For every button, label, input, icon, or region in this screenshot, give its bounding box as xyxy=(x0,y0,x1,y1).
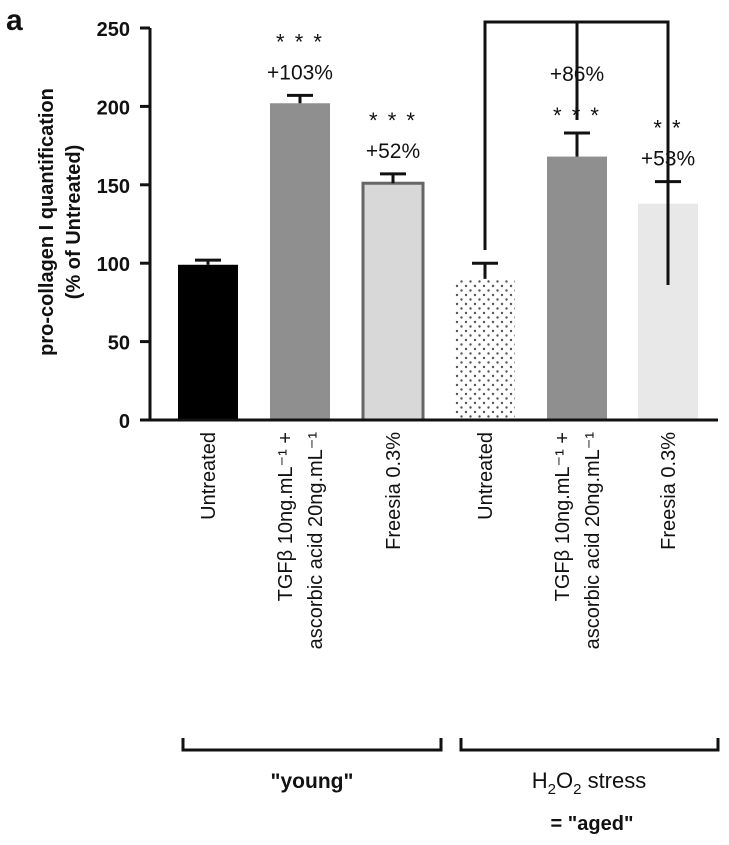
y-tick-label: 50 xyxy=(108,333,130,355)
group-label-young: "young" xyxy=(271,770,354,793)
x-tick-label-line: Freesia 0.3% xyxy=(658,432,680,550)
error-bar-1 xyxy=(195,258,221,265)
x-tick-label-4: Untreated xyxy=(475,432,497,520)
group-label-h2o2-stress: H2O2 stress xyxy=(532,768,647,798)
x-tick-label-line: ascorbic acid 20ng.mL⁻¹ xyxy=(582,432,604,650)
error-bar-3 xyxy=(380,172,406,184)
bar-3 xyxy=(361,181,425,422)
x-tick-label-line: Untreated xyxy=(475,432,497,520)
bar-annotations: * * *+103%* * *+52%+86%* * ** *+53% xyxy=(267,29,695,170)
y-tick-label: 250 xyxy=(97,19,130,41)
x-tick-label-3: Freesia 0.3% xyxy=(383,432,405,550)
panel-label: a xyxy=(6,4,23,37)
x-tick-label-line: ascorbic acid 20ng.mL⁻¹ xyxy=(305,432,327,650)
y-tick-label: 200 xyxy=(97,97,130,119)
x-axis-tick-labels: Untreated TGFβ 10ng.mL⁻¹ + ascorbic acid 2… xyxy=(198,432,680,650)
group-label-aged: = "aged" xyxy=(551,813,634,835)
percent-change-label: +52% xyxy=(366,140,420,163)
x-tick-label-6: Freesia 0.3% xyxy=(658,432,680,550)
y-tick-label: 100 xyxy=(97,254,130,276)
x-tick-label-line: TGFβ 10ng.mL⁻¹ + xyxy=(275,432,297,601)
percent-change-label: +103% xyxy=(267,61,333,84)
y-axis-label-line2: (% of Untreated) xyxy=(63,145,85,299)
y-tick-label: 150 xyxy=(97,176,130,198)
bar-5 xyxy=(547,156,607,421)
group-bracket-young xyxy=(181,738,443,752)
x-tick-label-line: Untreated xyxy=(198,432,220,520)
x-tick-label-2: TGFβ 10ng.mL⁻¹ + ascorbic acid 20ng.mL⁻¹ xyxy=(275,432,327,650)
x-tick-label-line: TGFβ 10ng.mL⁻¹ + xyxy=(552,432,574,601)
group-bracket-aged xyxy=(459,738,720,752)
x-tick-label-line: Freesia 0.3% xyxy=(383,432,405,550)
error-bar-4 xyxy=(472,261,498,279)
bar-2 xyxy=(270,103,330,420)
y-axis-label-line1: pro-collagen I quantification xyxy=(36,88,58,356)
comparison-bracket xyxy=(483,20,670,285)
bar-1 xyxy=(178,264,238,420)
significance-stars: * * * xyxy=(369,108,417,133)
error-bar-2 xyxy=(287,93,313,104)
bar-4 xyxy=(455,278,515,420)
x-tick-label-1: Untreated xyxy=(198,432,220,520)
y-axis-ticks: 0 50 100 150 200 250 xyxy=(97,19,150,433)
error-bar-5 xyxy=(564,131,590,157)
bars xyxy=(178,93,698,422)
y-tick-label: 0 xyxy=(119,411,130,433)
significance-stars: * * * xyxy=(276,29,324,54)
x-tick-label-5: TGFβ 10ng.mL⁻¹ + ascorbic acid 20ng.mL⁻¹ xyxy=(552,432,604,650)
y-axis-title: pro-collagen I quantification (% of Untr… xyxy=(36,88,85,356)
